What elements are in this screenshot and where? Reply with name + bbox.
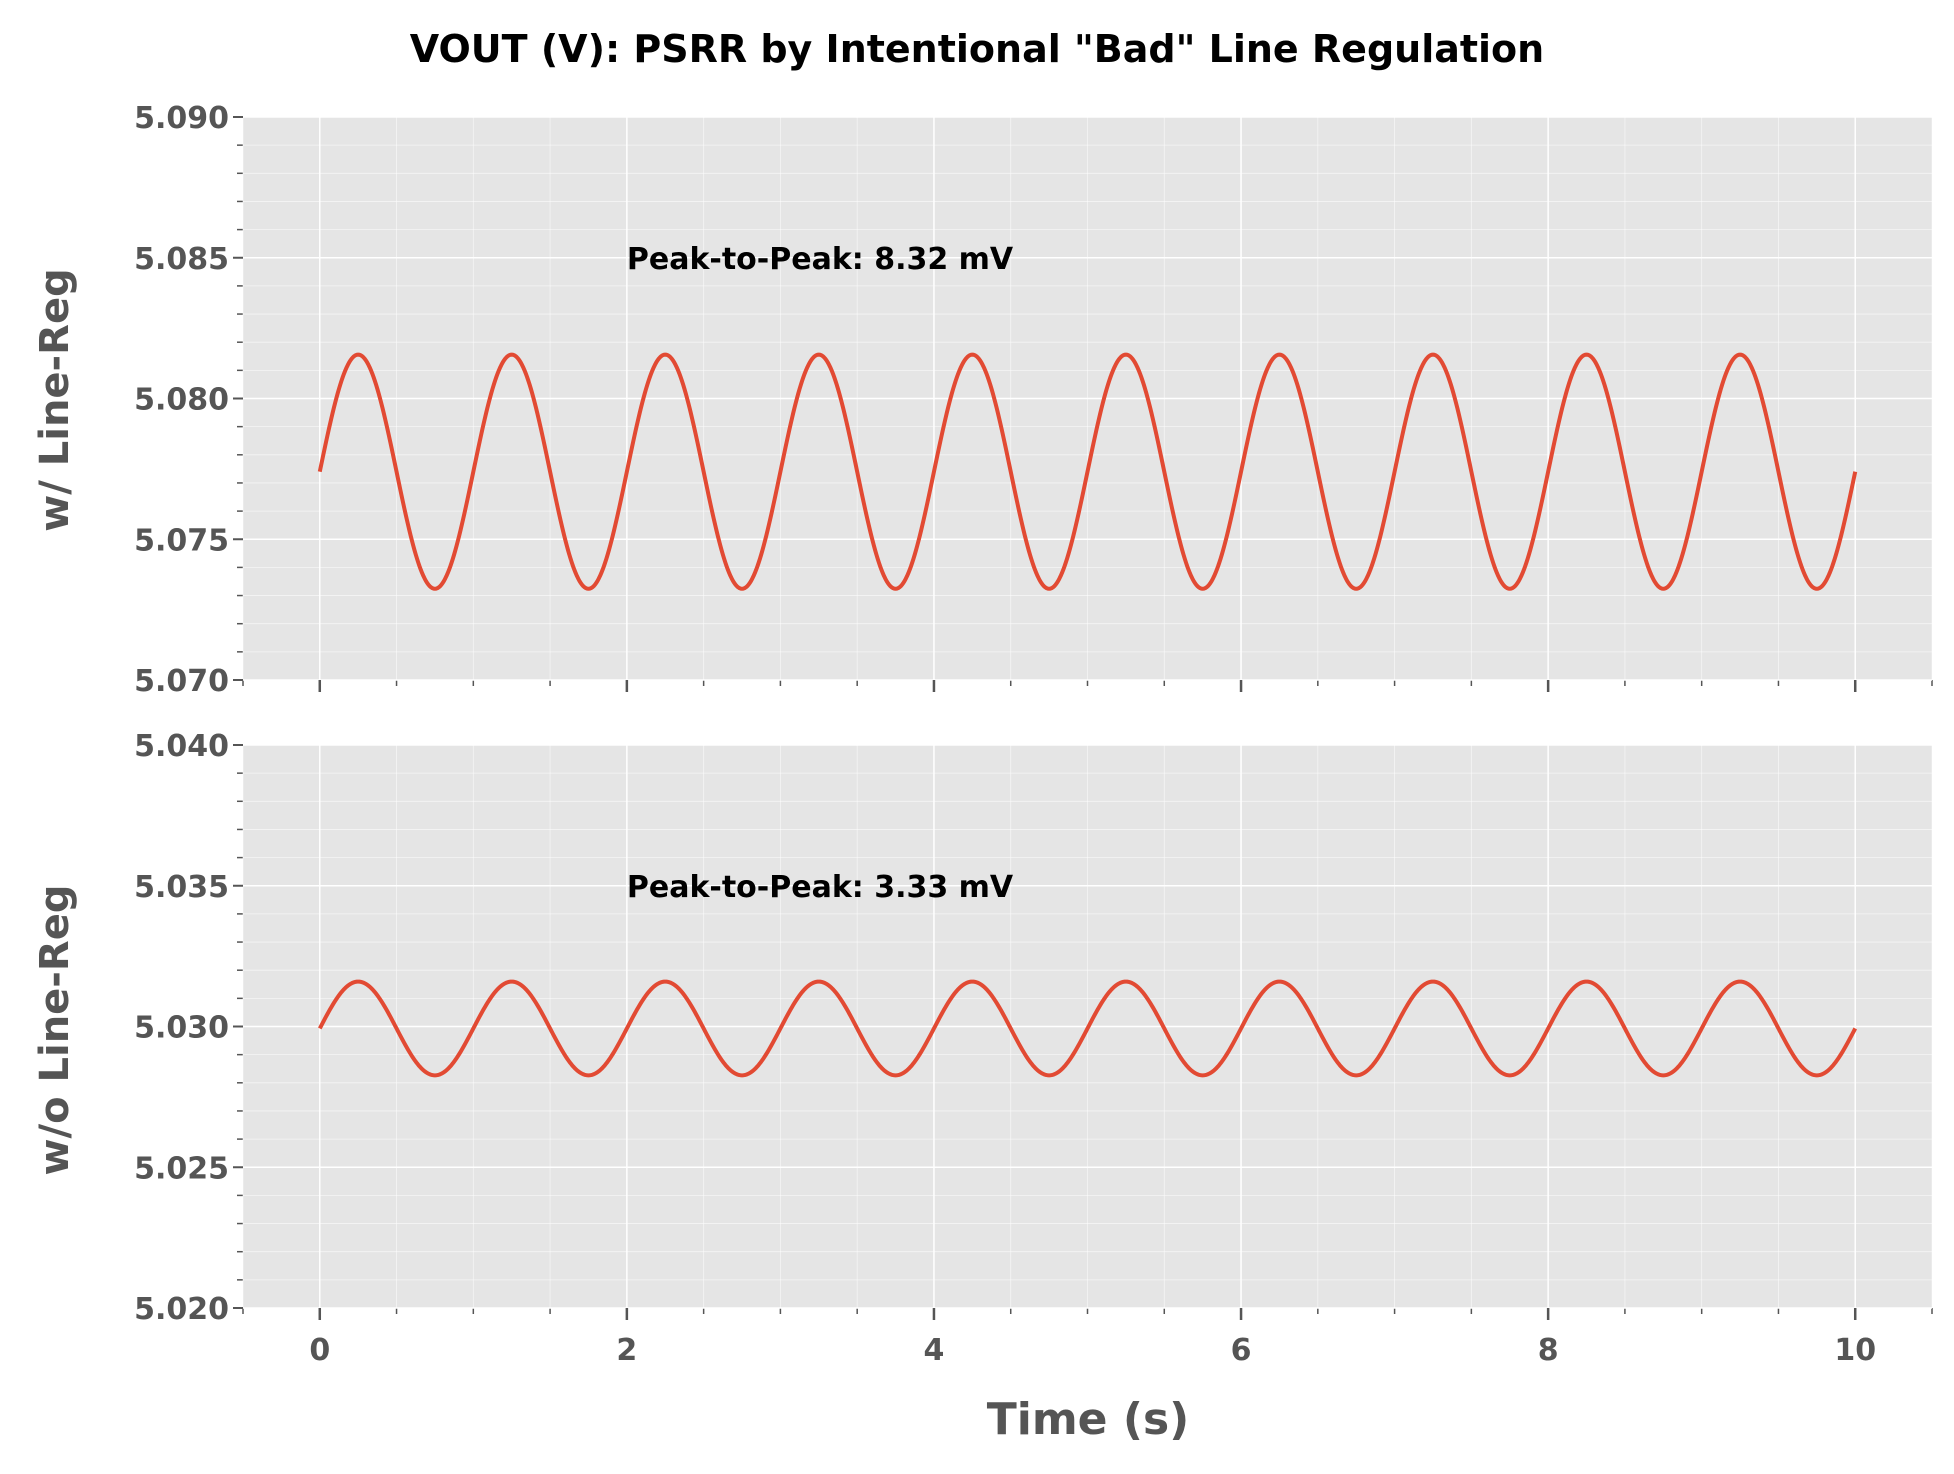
peak-to-peak-annotation: Peak-to-Peak: 3.33 mV xyxy=(627,870,1014,905)
panel-with-line-reg: 5.070 5.075 5.080 5.085 5.090 Peak-to-Peak: 8… xyxy=(134,101,1933,699)
y-tick-label: 5.025 xyxy=(134,1151,229,1186)
y-tick-label: 5.035 xyxy=(134,870,229,905)
y-tick-label: 5.020 xyxy=(134,1292,229,1327)
y-tick-label: 5.040 xyxy=(134,729,229,764)
x-tick-label: 8 xyxy=(1538,1333,1559,1368)
y-tick-label: 5.030 xyxy=(134,1011,229,1046)
x-tick-label: 4 xyxy=(924,1333,945,1368)
x-tick-label: 6 xyxy=(1231,1333,1252,1368)
y-tick-label: 5.085 xyxy=(134,242,229,277)
vout-series-line xyxy=(317,352,1858,591)
y-tick-label: 5.075 xyxy=(134,523,229,558)
y-tick-label: 5.090 xyxy=(134,101,229,136)
x-tick-label: 0 xyxy=(309,1333,330,1368)
y-axis-label-top: w/ Line-Reg xyxy=(32,268,78,531)
panel-without-line-reg: 5.020 5.025 5.030 5.035 5.040 0 2 4 6 8 10 Peak-to-… xyxy=(134,729,1933,1368)
vout-series-line xyxy=(317,979,1858,1078)
chart-title: VOUT (V): PSRR by Intentional "Bad" Line… xyxy=(410,27,1544,71)
peak-to-peak-annotation: Peak-to-Peak: 8.32 mV xyxy=(627,242,1014,277)
y-axis-label-bottom: w/o Line-Reg xyxy=(32,885,78,1176)
x-tick-label: 10 xyxy=(1834,1333,1876,1368)
x-tick-label: 2 xyxy=(616,1333,637,1368)
y-tick-label: 5.080 xyxy=(134,383,229,418)
y-tick-label: 5.070 xyxy=(134,664,229,699)
x-axis-label: Time (s) xyxy=(987,1394,1190,1445)
